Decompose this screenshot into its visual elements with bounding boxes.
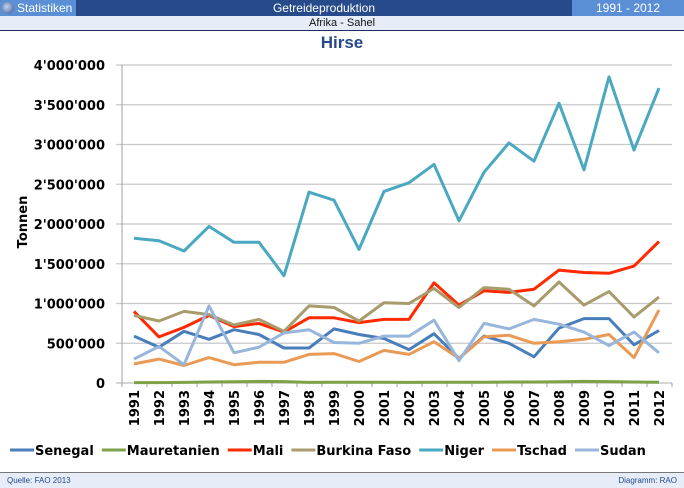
series-line-niger	[133, 75, 661, 278]
x-tick-label: 2003	[428, 390, 443, 426]
series-line-mali	[132, 240, 661, 339]
legend-item: Mali	[227, 444, 284, 459]
source-note: Quelle: FAO 2013	[7, 476, 71, 485]
y-tick-label: 2'500'000	[34, 178, 105, 193]
legend-item: Niger	[419, 444, 485, 459]
x-tick-label: 1994	[203, 390, 218, 426]
y-tick-label: 500'000	[47, 337, 105, 352]
legend-item: Tschad	[492, 444, 567, 459]
x-tick-label: 2000	[353, 390, 368, 426]
legend-label: Burkina Faso	[316, 444, 411, 459]
series-lines	[132, 75, 661, 385]
app-label-text: Statistiken	[17, 1, 73, 15]
series-line-sudan	[133, 304, 660, 367]
legend-label: Tschad	[517, 444, 567, 459]
legend-label: Senegal	[35, 444, 94, 459]
top-bar: Statistiken Getreideproduktion 1991 - 20…	[0, 0, 684, 16]
y-axis-label: Tonnen	[16, 196, 31, 249]
y-tick-label: 1'500'000	[34, 258, 105, 273]
legend-label: Mali	[253, 444, 284, 459]
x-tick-label: 1991	[128, 390, 143, 426]
app-label: Statistiken	[0, 0, 76, 16]
x-tick-label: 2009	[578, 390, 593, 426]
globe-logo-icon	[2, 2, 14, 14]
y-tick-label: 4'000'000	[34, 59, 105, 74]
x-tick-label: 2006	[503, 390, 518, 426]
x-tick-label: 2012	[653, 390, 668, 426]
x-tick-label: 1995	[228, 390, 243, 426]
x-tick-labels: 1991 1992 1993 1994 1995 1996 1997 1998 1999 2000…	[128, 383, 673, 426]
x-tick-label: 2007	[528, 390, 543, 426]
x-tick-label: 1993	[178, 390, 193, 426]
x-tick-label: 2001	[378, 390, 393, 426]
report-title: Getreideproduktion	[272, 1, 376, 15]
legend: Senegal Mauretanien Mali Burkina Faso Niger T…	[10, 444, 646, 459]
x-tick-label: 1999	[328, 390, 343, 426]
y-tick-label: 3'500'000	[34, 99, 105, 114]
legend-label: Mauretanien	[127, 444, 220, 459]
series-line-tschad	[133, 309, 661, 367]
region-subtitle: Afrika - Sahel	[0, 16, 684, 31]
x-tick-label: 1992	[153, 390, 168, 426]
x-tick-label: 2002	[403, 390, 418, 426]
series-line-senegal	[133, 317, 660, 360]
legend-label: Sudan	[600, 444, 646, 459]
x-tick-label: 2004	[453, 390, 468, 426]
footer: Quelle: FAO 2013 Diagramm: RAO	[0, 472, 684, 488]
series-line-mauretanien	[134, 379, 660, 385]
x-tick-label: 1996	[253, 390, 268, 426]
year-range: 1991 - 2012	[572, 0, 684, 16]
legend-item: Burkina Faso	[291, 444, 411, 459]
diagram-credit: Diagramm: RAO	[618, 476, 677, 485]
x-tick-label: 2008	[553, 390, 568, 426]
y-tick-labels: 0 500'000 1'000'000 1'500'000 2'000'000 2'500…	[34, 59, 105, 392]
y-tick-label: 2'000'000	[34, 218, 105, 233]
y-tick-label: 0	[96, 377, 105, 392]
legend-item: Sudan	[574, 444, 646, 459]
legend-item: Mauretanien	[101, 444, 220, 459]
x-tick-label: 2005	[478, 390, 493, 426]
line-chart: 0 500'000 1'000'000 1'500'000 2'000'000 2'500…	[10, 59, 673, 459]
y-tick-label: 3'000'000	[34, 139, 105, 154]
y-tick-label: 1'000'000	[34, 298, 105, 313]
x-tick-label: 1997	[278, 390, 293, 426]
x-tick-label: 1998	[303, 390, 318, 426]
legend-item: Senegal	[10, 444, 94, 459]
legend-label: Niger	[444, 444, 484, 459]
series-line-burkina-faso	[133, 280, 660, 333]
x-tick-label: 2010	[603, 390, 618, 426]
chart-title: Hirse	[320, 33, 364, 52]
x-tick-label: 2011	[628, 390, 643, 426]
